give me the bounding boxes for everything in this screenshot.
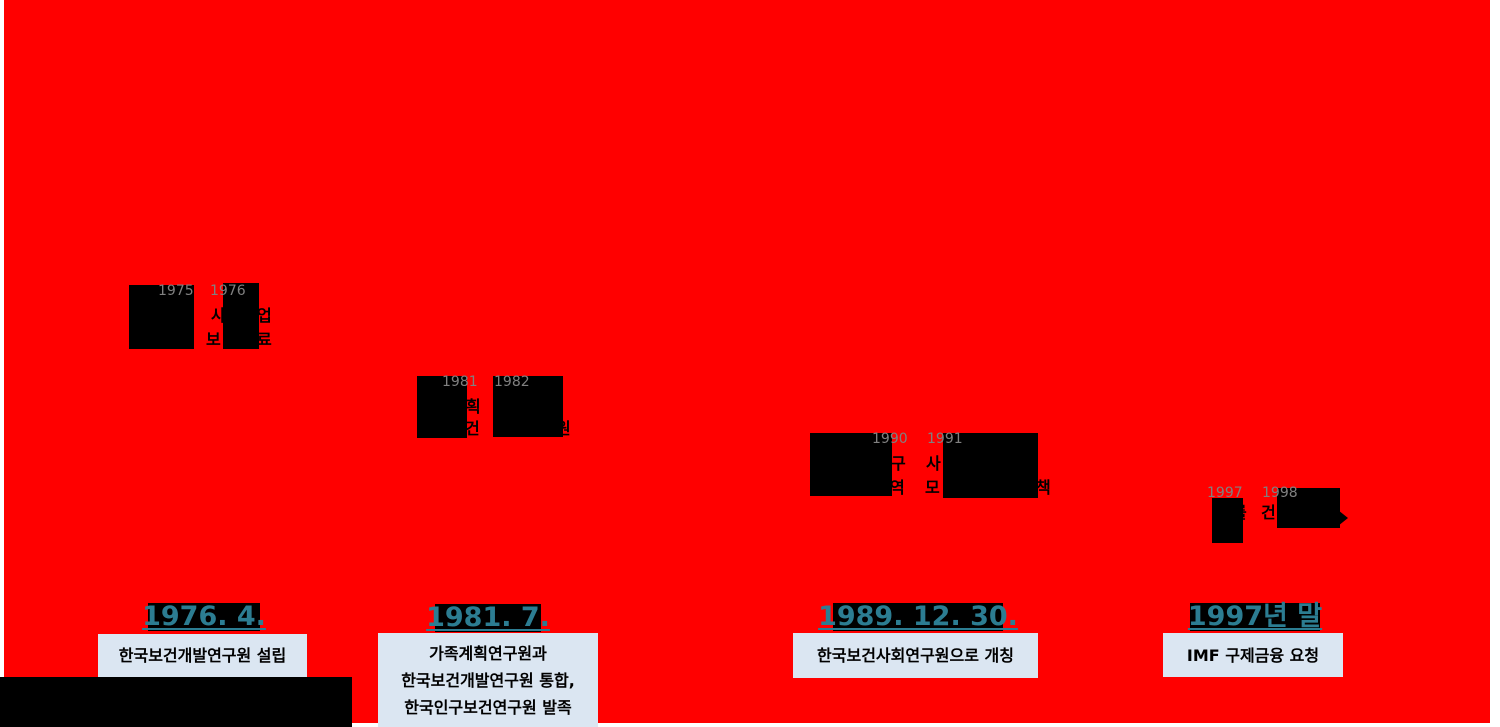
date-label: 1976. 4. xyxy=(142,601,266,632)
description-line: IMF 구제금융 요청 xyxy=(1186,645,1320,665)
date-highlight: 1989. 12. 30. xyxy=(818,603,1018,631)
date-label: 1997년 말 xyxy=(1187,601,1323,632)
caption-fragment: 구 xyxy=(891,454,906,473)
description-line: 한국인구보건연구원 발족 xyxy=(404,697,572,717)
caption-fragment: 건 xyxy=(465,419,480,438)
description-box: IMF 구제금융 요청 xyxy=(1163,633,1343,677)
date-highlight: 1976. 4. xyxy=(142,603,266,631)
description-line: 가족계획연구원과 xyxy=(429,643,547,663)
date-highlight: 1981. 7. xyxy=(426,604,550,632)
photo-placeholder-1976 xyxy=(223,283,259,349)
photo-placeholder-1997 xyxy=(1212,498,1243,543)
description-box: 한국보건사회연구원으로 개칭 xyxy=(793,633,1038,678)
caption-fragment: 료 xyxy=(257,330,272,349)
caption-fragment: 모 xyxy=(925,478,940,497)
photo-placeholder-1981 xyxy=(417,376,467,438)
caption-fragment: 건 xyxy=(1261,503,1276,522)
description-line: 한국보건개발연구원 통합, xyxy=(401,670,575,690)
caption-fragment: 업 xyxy=(257,306,272,325)
caption-fragment: 사 xyxy=(211,306,226,325)
description-box: 가족계획연구원과 한국보건개발연구원 통합, 한국인구보건연구원 발족 xyxy=(378,633,598,727)
year-label: 1991 xyxy=(927,431,963,447)
photo-placeholder-1998 xyxy=(1277,488,1340,528)
date-highlight: 1997년 말 xyxy=(1187,601,1323,632)
description-box: 한국보건개발연구원 설립 xyxy=(98,634,307,677)
year-label: 1975 xyxy=(158,283,194,299)
year-label: 1982 xyxy=(494,374,530,390)
year-label: 1998 xyxy=(1262,485,1298,501)
year-label: 1990 xyxy=(872,431,908,447)
arrow-right-icon xyxy=(1338,510,1348,526)
slide-background xyxy=(4,0,1490,723)
year-label: 1997 xyxy=(1207,485,1243,501)
description-line: 한국보건사회연구원으로 개칭 xyxy=(817,646,1014,665)
date-label: 1981. 7. xyxy=(426,602,550,633)
photo-placeholder-1991 xyxy=(943,433,1038,498)
caption-fragment: 책 xyxy=(1036,478,1051,497)
photo-placeholder-1975 xyxy=(129,285,194,349)
redacted-box xyxy=(0,677,352,727)
date-label: 1989. 12. 30. xyxy=(818,601,1018,632)
caption-fragment: 사 xyxy=(926,454,941,473)
year-label: 1981 xyxy=(442,374,478,390)
caption-fragment: 역 xyxy=(890,478,905,497)
caption-fragment: 획 xyxy=(466,397,481,416)
year-label: 1976 xyxy=(210,283,246,299)
photo-placeholder-1982 xyxy=(493,376,563,437)
description-line: 한국보건개발연구원 설립 xyxy=(118,646,287,665)
photo-placeholder-1990 xyxy=(810,433,892,496)
caption-fragment: 보 xyxy=(206,330,221,349)
